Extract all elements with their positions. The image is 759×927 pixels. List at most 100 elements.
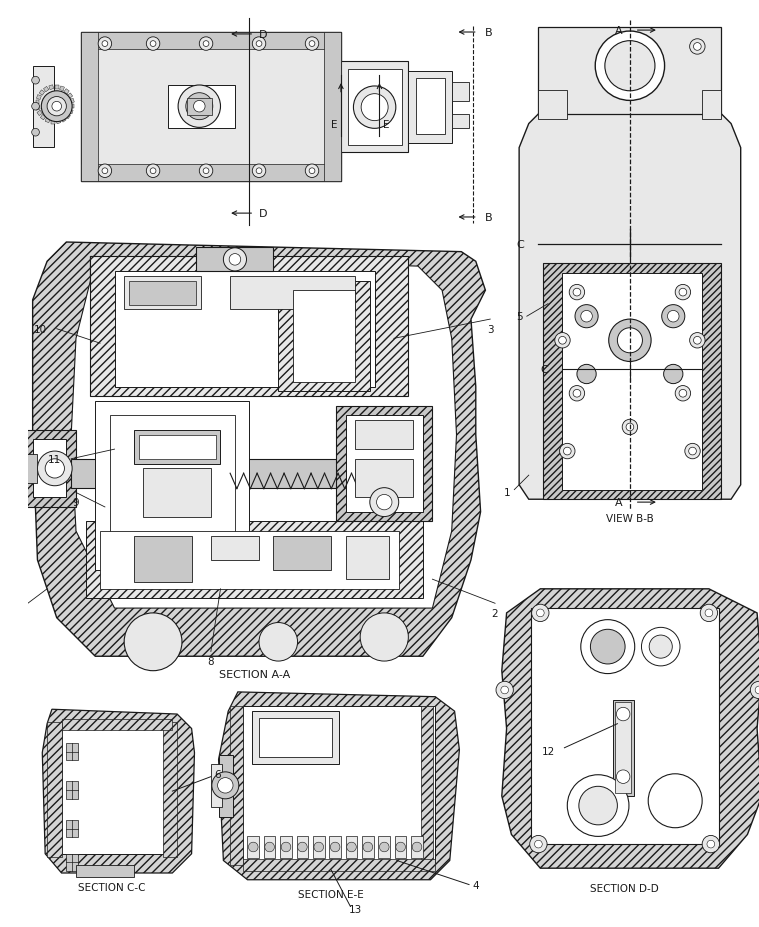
Circle shape bbox=[530, 835, 547, 853]
Circle shape bbox=[256, 42, 262, 47]
Bar bbox=[616, 703, 631, 794]
Circle shape bbox=[702, 835, 720, 853]
Circle shape bbox=[203, 169, 209, 174]
Circle shape bbox=[641, 628, 680, 667]
Bar bbox=[219, 755, 233, 818]
Bar bbox=[66, 743, 78, 760]
Bar bbox=[40, 115, 46, 121]
Text: 3: 3 bbox=[487, 324, 493, 335]
Circle shape bbox=[47, 97, 66, 117]
Circle shape bbox=[591, 629, 625, 665]
Circle shape bbox=[575, 305, 598, 328]
Bar bbox=[211, 765, 222, 807]
Circle shape bbox=[616, 707, 630, 721]
Circle shape bbox=[178, 86, 221, 128]
Bar bbox=[411, 836, 423, 857]
Circle shape bbox=[361, 614, 408, 661]
Bar bbox=[80, 33, 341, 182]
Circle shape bbox=[531, 604, 549, 622]
Bar bbox=[134, 430, 221, 464]
Circle shape bbox=[694, 44, 701, 51]
Bar bbox=[68, 94, 73, 99]
Circle shape bbox=[252, 165, 266, 178]
Circle shape bbox=[573, 390, 581, 398]
Bar bbox=[531, 608, 719, 844]
Text: SECTION D-D: SECTION D-D bbox=[590, 883, 659, 894]
Bar bbox=[61, 724, 172, 854]
Circle shape bbox=[281, 843, 291, 852]
Circle shape bbox=[248, 843, 258, 852]
Bar bbox=[355, 459, 413, 498]
Bar bbox=[168, 86, 235, 129]
Circle shape bbox=[705, 609, 713, 617]
Bar bbox=[110, 416, 235, 555]
Bar bbox=[47, 722, 61, 857]
Circle shape bbox=[616, 770, 630, 783]
Bar bbox=[329, 836, 341, 857]
Bar bbox=[20, 454, 37, 483]
Bar bbox=[280, 836, 291, 857]
Circle shape bbox=[102, 42, 108, 47]
Bar bbox=[64, 90, 69, 95]
Bar bbox=[313, 836, 325, 857]
Bar bbox=[452, 83, 469, 102]
Bar bbox=[348, 70, 402, 146]
Bar bbox=[90, 257, 408, 397]
Circle shape bbox=[609, 320, 651, 362]
Bar bbox=[86, 522, 423, 599]
Text: SECTION A-A: SECTION A-A bbox=[219, 669, 290, 679]
Bar bbox=[230, 706, 243, 866]
Circle shape bbox=[694, 337, 701, 345]
Polygon shape bbox=[519, 115, 741, 500]
Text: 4: 4 bbox=[472, 880, 479, 890]
Bar bbox=[71, 105, 74, 109]
Circle shape bbox=[707, 841, 715, 848]
Bar bbox=[452, 115, 469, 129]
Bar bbox=[323, 33, 341, 182]
Bar bbox=[259, 718, 332, 757]
Bar bbox=[293, 291, 355, 382]
Bar bbox=[70, 99, 74, 104]
Circle shape bbox=[751, 681, 759, 699]
Bar bbox=[162, 722, 177, 857]
Bar bbox=[395, 836, 406, 857]
Bar bbox=[36, 95, 41, 100]
Text: SECTION E-E: SECTION E-E bbox=[298, 889, 364, 899]
Bar bbox=[211, 536, 259, 560]
Bar bbox=[100, 531, 398, 590]
Circle shape bbox=[755, 686, 759, 694]
Circle shape bbox=[146, 165, 160, 178]
Circle shape bbox=[314, 843, 323, 852]
Circle shape bbox=[200, 38, 213, 51]
Circle shape bbox=[496, 681, 513, 699]
Circle shape bbox=[676, 286, 691, 300]
Circle shape bbox=[186, 94, 213, 121]
Circle shape bbox=[649, 635, 672, 658]
Bar bbox=[187, 98, 212, 116]
Circle shape bbox=[688, 448, 697, 455]
Text: 8: 8 bbox=[207, 656, 214, 667]
Circle shape bbox=[537, 609, 544, 617]
Bar bbox=[55, 86, 58, 90]
Bar bbox=[59, 87, 65, 92]
Circle shape bbox=[605, 42, 655, 92]
Circle shape bbox=[265, 843, 275, 852]
Circle shape bbox=[256, 169, 262, 174]
Circle shape bbox=[124, 614, 182, 671]
Bar bbox=[124, 276, 201, 311]
Circle shape bbox=[701, 604, 717, 622]
Bar bbox=[362, 836, 373, 857]
Text: 10: 10 bbox=[34, 324, 47, 335]
Text: A: A bbox=[615, 26, 622, 36]
Bar bbox=[346, 836, 357, 857]
Circle shape bbox=[679, 289, 687, 297]
Bar bbox=[230, 276, 355, 311]
Circle shape bbox=[559, 337, 566, 345]
Circle shape bbox=[305, 38, 319, 51]
Bar bbox=[76, 866, 134, 877]
Circle shape bbox=[32, 77, 39, 85]
Circle shape bbox=[218, 778, 233, 794]
Circle shape bbox=[229, 254, 241, 266]
Circle shape bbox=[577, 365, 597, 384]
Bar bbox=[379, 836, 390, 857]
